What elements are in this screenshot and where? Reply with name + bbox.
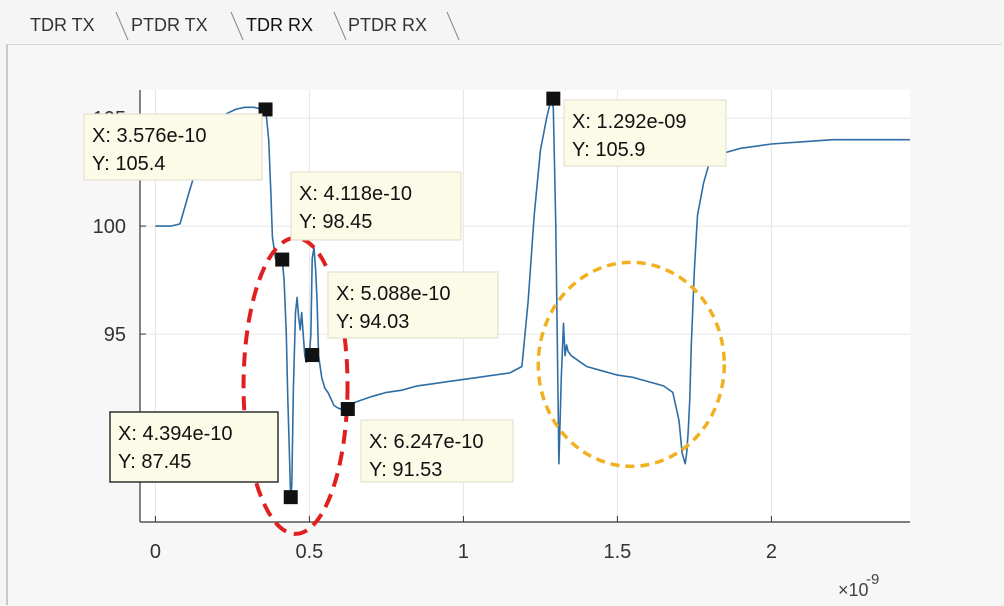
datatip-x-label: X: 1.292e-09	[572, 111, 687, 133]
datatip-x-label: X: 4.394e-10	[118, 423, 233, 445]
datatip-y-label: Y: 105.4	[92, 153, 165, 175]
datatip-markers	[258, 91, 561, 505]
tab-ptdr-tx[interactable]: PTDR TX	[131, 10, 208, 40]
y-tick-label: 100	[93, 216, 126, 238]
x-exponent-label: ×10-9	[838, 571, 879, 600]
datatip-y-label: Y: 91.53	[369, 459, 442, 481]
x-tick-label: 0.5	[295, 541, 323, 563]
datatip-box	[563, 99, 727, 167]
tab-label: PTDR TX	[131, 15, 208, 35]
x-tick-label: 1.5	[603, 541, 631, 563]
tab-bar: TDR TX PTDR TX TDR RX PTDR RX	[0, 0, 1004, 44]
tab-ptdr-rx[interactable]: PTDR RX	[348, 10, 427, 40]
datatip-y-label: Y: 98.45	[299, 211, 372, 233]
datatip-x-label: X: 6.247e-10	[369, 431, 484, 453]
y-tick-label: 95	[104, 324, 126, 346]
datatip-marker	[275, 252, 290, 267]
tab-separators	[115, 11, 460, 41]
tab-label: PTDR RX	[348, 15, 428, 35]
datatip-marker	[305, 348, 320, 363]
datatip-marker	[258, 102, 273, 117]
datatip-marker	[340, 402, 355, 417]
datatip-x-label: X: 4.118e-10	[299, 183, 412, 205]
datatip-y-label: Y: 87.45	[118, 451, 191, 473]
datatip-box	[109, 411, 279, 483]
datatip-y-label: Y: 94.03	[336, 311, 409, 333]
red-dashed-ellipse	[241, 235, 350, 536]
datatip-x-label: X: 3.576e-10	[92, 125, 207, 147]
tab-tdr-rx[interactable]: TDR RX	[246, 10, 313, 40]
highlight-annotations	[241, 235, 727, 536]
datatip-boxes: X: 3.576e-10 Y: 105.4 X: 4.118e-10 Y: 98.45…	[83, 99, 727, 483]
tab-label: TDR RX	[246, 15, 313, 35]
x-tick-label: 1	[458, 541, 469, 563]
datatip-marker	[283, 490, 298, 505]
orange-dashed-circle	[536, 260, 727, 469]
tab-tdr-tx[interactable]: TDR TX	[30, 10, 95, 40]
tab-label: TDR TX	[30, 15, 95, 35]
datatip-box	[360, 419, 514, 483]
x-tick-label: 2	[766, 541, 777, 563]
datatip-x-label: X: 5.088e-10	[336, 283, 451, 305]
datatip-box	[83, 113, 263, 181]
x-tick-label: 0	[150, 541, 161, 563]
x-exponent-base: ×10	[838, 580, 869, 600]
datatip-box	[290, 171, 462, 241]
datatip-box	[327, 271, 499, 339]
datatip-y-label: Y: 105.9	[572, 139, 645, 161]
x-exponent-power: -9	[866, 571, 879, 588]
datatip-marker	[546, 91, 561, 106]
